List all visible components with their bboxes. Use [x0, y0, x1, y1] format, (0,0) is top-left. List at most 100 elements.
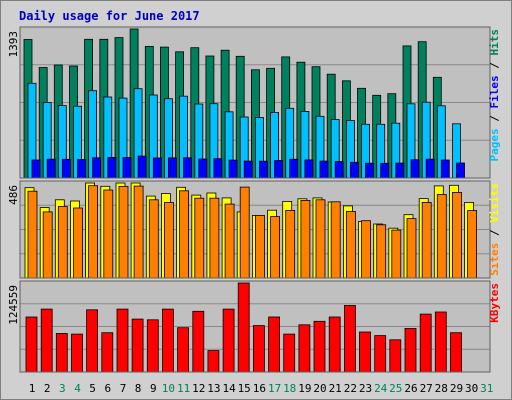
bar-kbytes-day-2	[40, 308, 53, 373]
day-label-3: 3	[59, 382, 66, 395]
bar-kbytes-day-13	[207, 350, 220, 373]
bar-kbytes-day-12	[192, 310, 205, 373]
day-label-6: 6	[104, 382, 111, 395]
bar-sites-day-20	[315, 199, 326, 279]
bar-kbytes-day-4	[71, 333, 83, 373]
bar-sites-day-2	[42, 211, 53, 279]
bar-pages-day-16	[258, 160, 268, 179]
day-label-1: 1	[29, 382, 36, 395]
bar-kbytes-day-28	[434, 311, 447, 373]
bar-pages-day-5	[92, 157, 101, 179]
day-label-11: 11	[177, 382, 190, 395]
legend-part: Visits	[488, 183, 501, 223]
bar-kbytes-day-7	[116, 308, 129, 373]
bar-kbytes-day-3	[55, 332, 68, 373]
bar-pages-day-6	[107, 156, 117, 179]
bar-sites-day-29	[452, 191, 462, 279]
bar-sites-day-30	[467, 210, 478, 279]
bar-pages-day-19	[304, 159, 314, 179]
bar-sites-day-21	[330, 201, 341, 279]
bar-kbytes-day-19	[298, 324, 311, 373]
day-label-16: 16	[253, 382, 266, 395]
day-label-20: 20	[313, 382, 326, 395]
bar-sites-day-19	[300, 199, 311, 279]
day-label-8: 8	[135, 382, 142, 395]
bar-sites-day-14	[224, 203, 235, 279]
bar-kbytes-day-8	[131, 318, 144, 373]
bar-sites-day-27	[421, 201, 432, 279]
legend-part: Files	[488, 75, 501, 108]
bar-sites-day-10	[163, 202, 174, 279]
bar-kbytes-day-11	[177, 327, 190, 373]
bar-sites-day-6	[103, 189, 114, 279]
legend-pages-files-hits: Pages / Files / Hits	[488, 29, 501, 162]
day-label-19: 19	[298, 382, 311, 395]
day-label-2: 2	[44, 382, 51, 395]
day-label-21: 21	[329, 382, 342, 395]
bar-kbytes-day-24	[374, 335, 387, 373]
bar-sites-day-17	[270, 216, 281, 279]
day-label-30: 30	[465, 382, 478, 395]
bar-pages-day-26	[410, 159, 420, 179]
day-label-22: 22	[344, 382, 357, 395]
bar-sites-day-28	[436, 194, 447, 279]
day-label-18: 18	[283, 382, 296, 395]
bar-sites-day-1	[27, 190, 38, 279]
bar-pages-day-18	[289, 158, 299, 179]
day-label-12: 12	[192, 382, 205, 395]
bar-kbytes-day-25	[389, 339, 402, 373]
bar-sites-day-13	[209, 197, 220, 279]
bar-sites-day-18	[285, 209, 296, 279]
bar-sites-day-16	[254, 214, 265, 279]
bar-sites-day-5	[88, 185, 98, 279]
bar-pages-day-11	[183, 157, 193, 179]
plot-border-hits	[19, 26, 491, 179]
bar-kbytes-day-10	[161, 308, 174, 373]
legend-part: Pages	[488, 128, 501, 161]
bar-sites-day-4	[73, 207, 83, 279]
bar-kbytes-day-16	[252, 325, 265, 373]
bar-kbytes-day-9	[146, 319, 159, 373]
y-max-visits: 486	[7, 185, 20, 205]
bar-kbytes-day-23	[359, 331, 371, 373]
bar-pages-day-4	[77, 159, 86, 179]
bar-sites-day-15	[239, 186, 250, 279]
day-label-13: 13	[207, 382, 220, 395]
bar-kbytes-day-6	[101, 332, 114, 373]
legend-part: /	[488, 109, 501, 129]
day-label-17: 17	[268, 382, 281, 395]
day-label-28: 28	[435, 382, 448, 395]
bar-pages-day-21	[334, 161, 344, 179]
chart-title: Daily usage for June 2017	[19, 9, 200, 23]
legend-sites-visits: Sites / Visits	[488, 183, 501, 276]
legend-part: Hits	[488, 29, 501, 56]
day-label-24: 24	[374, 382, 388, 395]
day-label-7: 7	[120, 382, 127, 395]
day-label-31: 31	[480, 382, 493, 395]
bar-sites-day-3	[57, 206, 68, 279]
bar-pages-day-15	[243, 160, 253, 179]
bar-pages-day-7	[122, 157, 132, 179]
plot-border-visits	[19, 180, 491, 279]
bar-pages-day-29	[456, 162, 465, 179]
bar-pages-day-23	[365, 162, 374, 179]
bar-pages-day-14	[228, 159, 238, 179]
legend-part: KBytes	[488, 283, 501, 323]
bar-kbytes-day-26	[404, 327, 417, 373]
bar-sites-day-24	[376, 224, 387, 279]
bar-pages-day-22	[349, 161, 359, 179]
bar-pages-day-2	[46, 158, 56, 179]
day-label-25: 25	[389, 382, 402, 395]
legend-part: Sites	[488, 243, 501, 276]
day-label-23: 23	[359, 382, 372, 395]
day-label-10: 10	[162, 382, 175, 395]
bar-pages-day-10	[167, 157, 177, 179]
legend-part: /	[488, 56, 501, 76]
bar-pages-day-20	[319, 160, 329, 179]
bar-pages-day-17	[274, 160, 284, 179]
x-axis-day-labels: 1 2 3 4 5 6 7 8 9 10 11 12 13 14 15 16 17 18 19 20 21 22 23 24 2…	[29, 382, 494, 395]
bar-kbytes-day-22	[343, 305, 356, 373]
bar-pages-day-25	[395, 162, 405, 179]
bar-pages-day-3	[61, 158, 71, 179]
day-label-5: 5	[89, 382, 96, 395]
